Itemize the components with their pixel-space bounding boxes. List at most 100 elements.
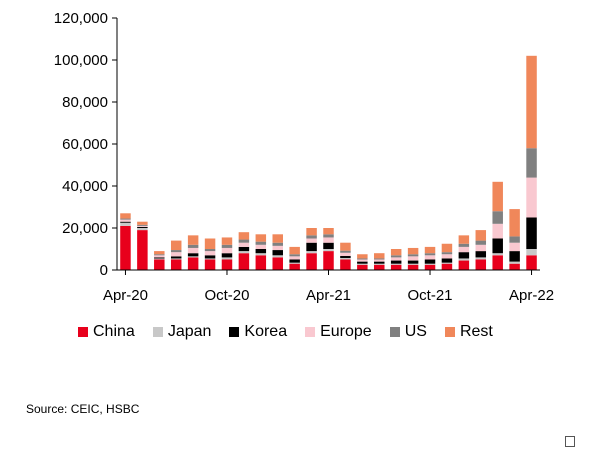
bar-segment-japan xyxy=(154,258,165,260)
bar-segment-china xyxy=(289,263,300,270)
bar-segment-japan xyxy=(255,253,267,256)
bar-stack xyxy=(323,228,334,270)
bar-segment-us xyxy=(340,250,351,253)
bar-segment-china xyxy=(526,255,537,270)
legend-label: Korea xyxy=(244,323,288,340)
bar-segment-europe xyxy=(306,238,317,243)
legend-label: China xyxy=(93,323,135,340)
legend-item-rest: Rest xyxy=(444,323,493,341)
bar-segment-rest xyxy=(221,237,233,245)
bar-segment-korea xyxy=(340,255,351,259)
x-axis: Apr-20 Oct-20 Apr-21 Oct-21 Apr-22 xyxy=(103,269,554,304)
bar-segment-china xyxy=(458,260,470,270)
bar-stack xyxy=(306,228,317,270)
bar-segment-europe xyxy=(170,252,182,257)
bar-stack xyxy=(390,249,402,270)
bar-segment-rest xyxy=(458,235,470,244)
bar-segment-korea xyxy=(221,253,233,258)
bar-segment-china xyxy=(424,264,436,270)
bar-segment-china xyxy=(170,259,182,270)
bar-segment-japan xyxy=(441,262,453,264)
bar-segment-rest xyxy=(424,246,436,254)
bar-stack xyxy=(187,235,199,270)
bar-segment-rest xyxy=(390,249,402,256)
bar-segment-china xyxy=(441,263,453,270)
bar-segment-us xyxy=(526,148,537,178)
bar-segment-rest xyxy=(509,209,520,237)
bar-segment-korea xyxy=(526,217,537,249)
bar-segment-rest xyxy=(187,235,199,245)
bar-segment-rest xyxy=(238,232,250,240)
bar-segment-rest xyxy=(154,251,165,255)
bar-segment-us xyxy=(407,254,419,257)
bar-stack xyxy=(492,181,503,270)
bar-segment-china xyxy=(492,255,503,270)
bar-stack xyxy=(458,235,470,270)
bar-segment-china xyxy=(323,251,334,270)
bar-segment-rest xyxy=(120,213,131,219)
bar-segment-us xyxy=(475,240,487,245)
bar-segment-us xyxy=(187,244,199,248)
bar-segment-japan xyxy=(357,263,368,265)
bar-segment-japan xyxy=(340,258,351,260)
bar-segment-china xyxy=(221,259,233,270)
bar-segment-korea xyxy=(238,246,250,252)
bar-segment-europe xyxy=(458,246,470,253)
bar-segment-us xyxy=(154,254,165,256)
bar-stack xyxy=(154,251,165,270)
bar-segment-china xyxy=(204,259,216,270)
bar-segment-japan xyxy=(458,258,470,261)
y-tick-label: 60,000 xyxy=(62,136,108,153)
bar-segment-rest xyxy=(170,240,182,251)
stacked-bar-chart: 020,00040,00060,00080,000100,000120,000 … xyxy=(54,10,554,304)
bar-segment-korea xyxy=(374,261,385,264)
bar-segment-europe xyxy=(238,242,250,247)
bar-stack xyxy=(238,232,250,270)
bar-segment-europe xyxy=(441,254,453,259)
bar-segment-japan xyxy=(137,228,148,231)
bar-segment-japan xyxy=(323,249,334,252)
bar-segment-korea xyxy=(441,258,453,263)
bar-segment-us xyxy=(137,224,148,226)
bar-segment-japan xyxy=(187,256,199,258)
bar-segment-china xyxy=(255,255,267,270)
bar-stack xyxy=(221,237,233,270)
bar-segment-china xyxy=(509,263,520,270)
y-tick-label: 20,000 xyxy=(62,220,108,237)
bar-segment-europe xyxy=(475,244,487,252)
bar-segment-japan xyxy=(272,255,283,258)
bar-segment-rest xyxy=(374,253,385,259)
bar-segment-china xyxy=(120,225,131,270)
bar-segment-us xyxy=(221,244,233,248)
x-tick-label: Oct-20 xyxy=(204,287,249,304)
bar-segment-rest xyxy=(255,234,267,242)
bar-segment-rest xyxy=(492,181,503,212)
bar-segment-europe xyxy=(204,251,216,256)
bar-segment-us xyxy=(238,239,250,243)
x-tick-label: Apr-20 xyxy=(103,287,148,304)
bar-segment-us xyxy=(289,254,300,257)
bar-stack xyxy=(357,254,368,270)
bar-segment-china xyxy=(238,253,250,270)
bar-segment-korea xyxy=(407,260,419,264)
y-tick-label: 0 xyxy=(100,262,108,279)
bar-segment-rest xyxy=(475,230,487,241)
bar-segment-rest xyxy=(204,238,216,249)
bar-segment-japan xyxy=(526,249,537,256)
y-tick-label: 100,000 xyxy=(54,52,108,69)
bar-segment-korea xyxy=(137,226,148,228)
bar-segment-korea xyxy=(424,259,436,264)
bar-segment-us xyxy=(255,241,267,245)
bar-segment-rest xyxy=(407,247,419,255)
bar-segment-china xyxy=(357,264,368,270)
bar-segment-japan xyxy=(424,263,436,265)
bar-stack xyxy=(120,213,131,270)
legend-item-japan: Japan xyxy=(152,323,211,341)
bar-stack xyxy=(374,253,385,270)
legend-swatch xyxy=(444,327,455,337)
y-axis: 0 20,000 40,000 60,000 80,000 100,000 120,000 xyxy=(54,10,118,279)
legend-label: Europe xyxy=(320,323,372,340)
bar-segment-japan xyxy=(390,263,402,265)
bar-segment-japan xyxy=(204,258,216,260)
bar-segment-rest xyxy=(137,221,148,225)
